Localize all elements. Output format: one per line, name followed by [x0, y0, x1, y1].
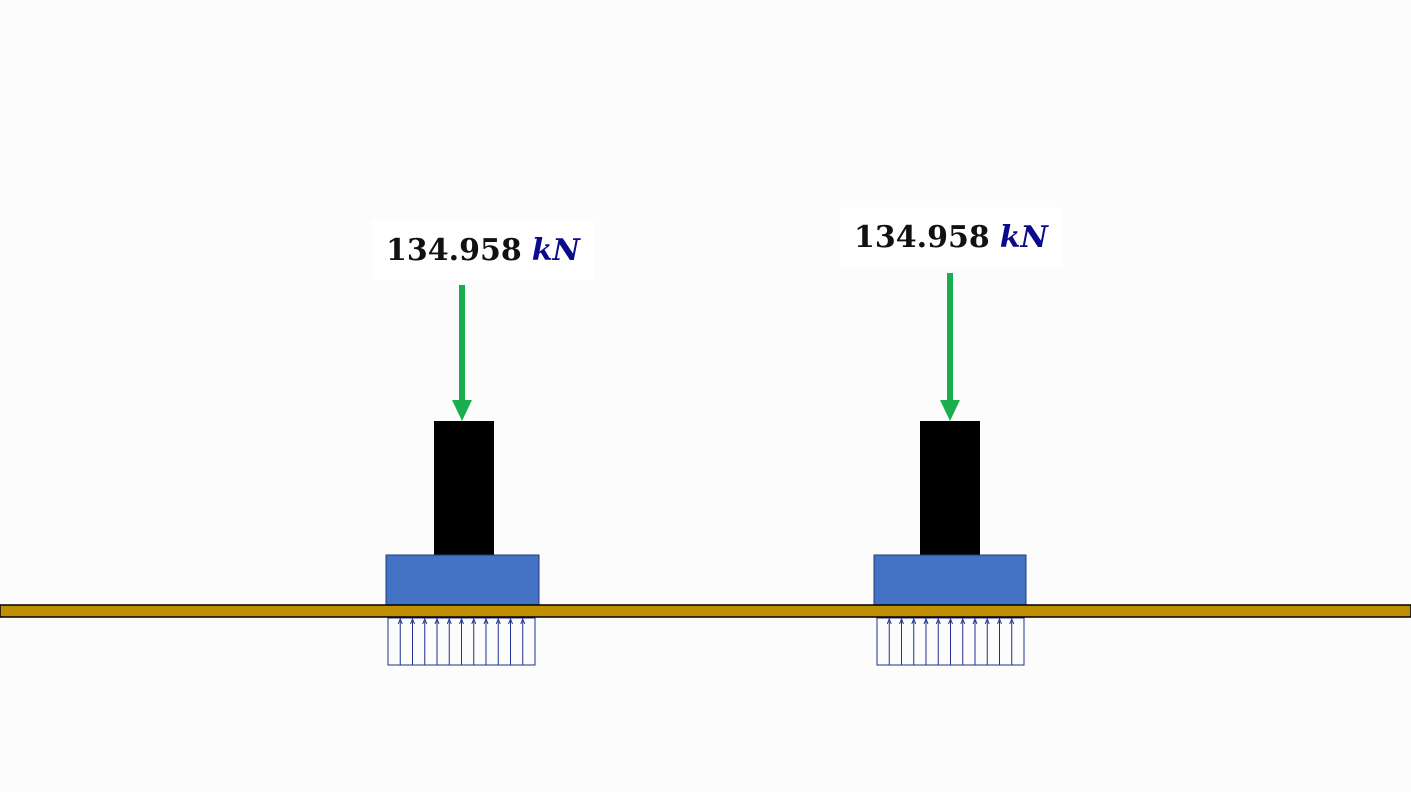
soil-pressure-arrowhead — [923, 617, 929, 625]
soil-pressure-arrowhead — [935, 617, 941, 625]
soil-pressure-arrowhead — [434, 617, 440, 625]
load-arrow-head-2 — [940, 400, 960, 421]
soil-pressure-arrowhead — [520, 617, 526, 625]
soil-pressure-arrowhead — [508, 617, 513, 625]
soil-pressure-arrowhead — [899, 617, 904, 625]
load-unit-1: kN — [531, 232, 580, 268]
column-1 — [434, 421, 494, 555]
soil-pressure-arrowhead — [495, 617, 501, 625]
soil-pressure-arrowhead — [459, 617, 464, 625]
soil-pressure-arrowhead — [972, 617, 978, 625]
soil-pressure-arrowhead — [886, 617, 892, 625]
soil-pressure-arrowhead — [397, 617, 403, 625]
soil-pressure-arrowhead — [422, 617, 428, 625]
ground-beam — [0, 604, 1411, 618]
soil-pressure-arrowhead — [948, 617, 953, 625]
soil-pressure-arrowhead — [911, 617, 917, 625]
soil-pressure-block-1 — [387, 617, 536, 666]
column-2 — [920, 421, 980, 555]
load-value-1: 134.958 — [386, 232, 522, 268]
soil-pressure-arrowhead — [471, 617, 477, 625]
soil-pressure-arrowhead — [984, 617, 990, 625]
soil-pressure-arrowhead — [410, 617, 415, 625]
soil-pressure-arrowhead — [446, 617, 452, 625]
load-label-1: 134.958 kN — [372, 220, 594, 280]
footing-assembly-2 — [873, 273, 1027, 666]
load-value-2: 134.958 — [854, 219, 990, 255]
load-unit-2: kN — [999, 219, 1048, 255]
footing-assembly-1 — [385, 285, 540, 666]
soil-pressure-arrowhead — [1009, 617, 1015, 625]
load-label-2: 134.958 kN — [840, 207, 1062, 267]
footing-pad-2 — [873, 554, 1027, 606]
load-arrow-head-1 — [452, 400, 472, 421]
footing-pad-1 — [385, 554, 540, 606]
soil-pressure-arrowhead — [483, 617, 489, 625]
soil-pressure-arrowhead — [960, 617, 966, 625]
soil-pressure-block-2 — [876, 617, 1025, 666]
soil-pressure-arrowhead — [997, 617, 1002, 625]
